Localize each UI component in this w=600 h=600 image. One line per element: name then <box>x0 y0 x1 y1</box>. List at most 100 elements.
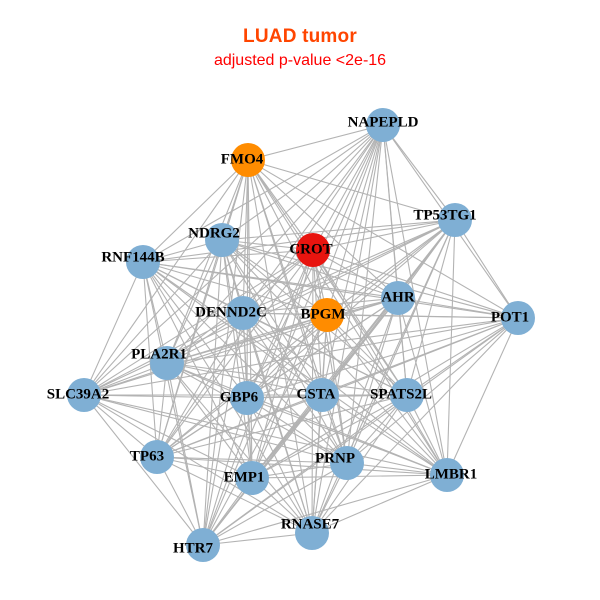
network-edge <box>326 314 408 396</box>
network-node-label-ahr: AHR <box>381 289 415 305</box>
network-edge <box>156 456 313 534</box>
network-node-prnp[interactable] <box>330 446 364 480</box>
network-edge <box>251 249 314 479</box>
network-edge <box>83 394 448 476</box>
network-edge <box>156 394 408 458</box>
network-node-fmo4[interactable] <box>231 143 265 177</box>
network-node-pla2r1[interactable] <box>150 346 184 380</box>
network-node-rnase7[interactable] <box>295 516 329 550</box>
node-label-layer: NAPEPLD FMO4 TP53TG1 NDRG2 CROT RNF144B AHR DEN… <box>47 114 529 556</box>
network-edge <box>221 219 456 241</box>
network-edge <box>346 124 384 464</box>
network-edge <box>397 297 519 319</box>
network-edge <box>202 124 384 546</box>
network-edge <box>202 532 313 546</box>
network-node-label-htr7: HTR7 <box>173 540 214 556</box>
network-node-label-pot1: POT1 <box>491 309 529 325</box>
network-edge <box>156 456 448 476</box>
network-node-label-bpgm: BPGM <box>301 306 346 322</box>
network-node-htr7[interactable] <box>186 528 220 562</box>
network-edge <box>326 314 519 319</box>
network-edge <box>247 124 384 161</box>
network-edge <box>311 219 456 534</box>
network-edge <box>242 159 249 314</box>
network-edge <box>83 239 223 396</box>
network-edge <box>246 397 313 534</box>
network-edge <box>247 159 313 534</box>
network-edge <box>246 397 348 464</box>
network-edge <box>202 317 519 546</box>
network-node-dennd2c[interactable] <box>226 296 260 330</box>
network-node-label-crot: CROT <box>289 241 332 257</box>
network-edge <box>142 124 384 263</box>
network-edge <box>221 239 399 299</box>
network-node-crot[interactable] <box>296 233 330 267</box>
network-edge <box>221 239 323 396</box>
network-edge <box>247 159 314 251</box>
network-edge <box>382 124 456 221</box>
network-edge <box>202 474 448 546</box>
network-node-tp53tg1[interactable] <box>438 203 472 237</box>
network-node-slc39a2[interactable] <box>67 378 101 412</box>
network-node-rnf144b[interactable] <box>126 245 160 279</box>
network-edge <box>246 317 519 399</box>
network-node-napepld[interactable] <box>366 108 400 142</box>
network-node-pot1[interactable] <box>501 301 535 335</box>
network-edge <box>311 394 323 534</box>
network-edge <box>247 159 399 299</box>
network-edge <box>246 314 328 399</box>
network-edge <box>166 297 399 364</box>
network-edge <box>247 159 448 476</box>
network-node-ndrg2[interactable] <box>205 223 239 257</box>
network-node-gbp6[interactable] <box>230 381 264 415</box>
network-edge <box>454 219 519 319</box>
network-edge <box>247 159 456 221</box>
network-edge <box>156 456 348 464</box>
network-edge <box>326 219 456 316</box>
network-edge <box>156 397 248 458</box>
network-edge <box>202 462 348 546</box>
network-node-csta[interactable] <box>305 378 339 412</box>
network-node-label-lmbr1: LMBR1 <box>425 466 478 482</box>
network-edge <box>142 261 328 316</box>
network-node-label-fmo4: FMO4 <box>221 151 264 167</box>
network-edge <box>446 317 519 476</box>
network-edge <box>142 261 448 476</box>
network-edge <box>83 261 144 396</box>
network-edge <box>242 312 448 476</box>
page-title: LUAD tumor <box>243 26 357 47</box>
network-node-spats2l[interactable] <box>390 378 424 412</box>
network-edge <box>166 317 519 364</box>
node-layer <box>67 108 535 562</box>
network-edge <box>247 159 519 319</box>
network-edge <box>166 362 408 396</box>
network-node-ahr[interactable] <box>381 281 415 315</box>
network-node-label-slc39a2: SLC39A2 <box>47 386 110 402</box>
network-node-emp1[interactable] <box>235 461 269 495</box>
network-edge <box>202 159 249 546</box>
network-edge <box>221 239 328 316</box>
network-edge <box>83 394 348 464</box>
network-edge <box>242 124 384 314</box>
network-edge <box>242 312 348 464</box>
network-edge <box>166 362 204 546</box>
network-edge <box>83 314 328 396</box>
network-edge <box>311 317 519 534</box>
network-edge <box>311 474 448 534</box>
network-node-label-prnp: PRNP <box>315 450 355 466</box>
network-node-label-napepld: NAPEPLD <box>348 114 419 130</box>
network-node-label-ndrg2: NDRG2 <box>188 225 240 241</box>
network-edge <box>202 239 223 546</box>
network-edge <box>83 297 399 396</box>
network-edge <box>83 394 204 546</box>
network-edge <box>156 249 314 458</box>
edge-layer <box>83 124 519 546</box>
network-node-tp63[interactable] <box>140 440 174 474</box>
network-edge <box>166 362 313 534</box>
network-node-lmbr1[interactable] <box>430 458 464 492</box>
network-node-label-pla2r1: PLA2R1 <box>131 346 187 362</box>
network-node-label-spats2l: SPATS2L <box>370 386 432 402</box>
network-edge <box>242 219 456 314</box>
network-edge <box>166 239 223 364</box>
network-node-bpgm[interactable] <box>310 298 344 332</box>
